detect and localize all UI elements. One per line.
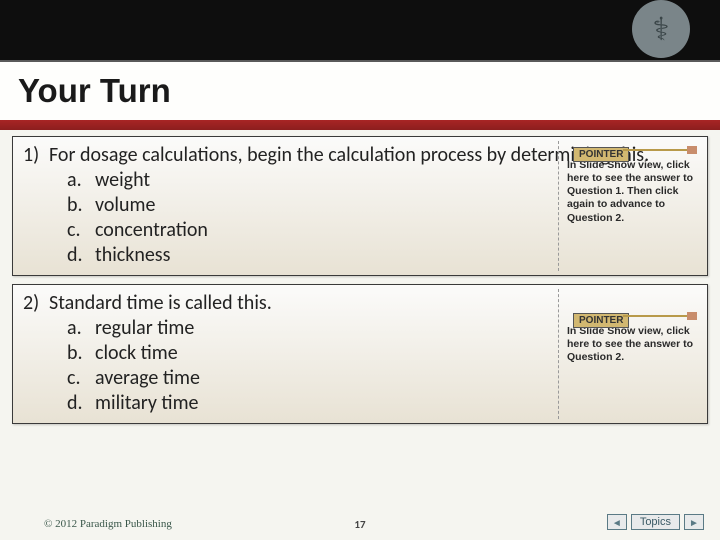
pointer-region[interactable]: POINTER In Slide Show view, click here t… (567, 143, 699, 225)
option-text: military time (95, 391, 697, 415)
pointer-badge: POINTER (573, 313, 629, 328)
copyright-text: © 2012 Paradigm Publishing (16, 518, 172, 530)
pointer-badge: POINTER (573, 147, 629, 162)
nav-next-button[interactable]: ► (684, 514, 704, 530)
syringe-plunger-icon (687, 146, 697, 154)
option-text: thickness (95, 243, 697, 267)
option-letter: c. (49, 218, 95, 242)
nav-controls: ◄ Topics ► (607, 514, 704, 530)
title-section: Your Turn (0, 60, 720, 120)
question-box-2: 2) Standard time is called this. a.regul… (12, 284, 708, 424)
option-letter: a. (49, 316, 95, 340)
option-letter: a. (49, 168, 95, 192)
syringe-needle-icon (623, 315, 693, 317)
content-area: 1) For dosage calculations, begin the ca… (0, 130, 720, 424)
option-letter: b. (49, 193, 95, 217)
option-text: average time (95, 366, 697, 390)
caduceus-icon (632, 0, 690, 58)
question-number: 2) (23, 291, 49, 415)
syringe-needle-icon (623, 149, 693, 151)
nav-prev-button[interactable]: ◄ (607, 514, 627, 530)
topics-button[interactable]: Topics (631, 514, 680, 530)
page-number: 17 (354, 518, 365, 531)
option-letter: d. (49, 243, 95, 267)
question-box-1: 1) For dosage calculations, begin the ca… (12, 136, 708, 276)
syringe-plunger-icon (687, 312, 697, 320)
divider-red (0, 120, 720, 130)
top-bar (0, 0, 720, 60)
footer: © 2012 Paradigm Publishing 17 ◄ Topics ► (0, 518, 720, 530)
pointer-region[interactable]: POINTER In Slide Show view, click here t… (567, 309, 699, 364)
question-number: 1) (23, 143, 49, 267)
option-letter: d. (49, 391, 95, 415)
pointer-hint: In Slide Show view, click here to see th… (567, 159, 699, 225)
option-letter: c. (49, 366, 95, 390)
page-title: Your Turn (18, 72, 702, 110)
option-letter: b. (49, 341, 95, 365)
pointer-separator (558, 289, 559, 419)
pointer-hint: In Slide Show view, click here to see th… (567, 325, 699, 364)
pointer-separator (558, 141, 559, 271)
